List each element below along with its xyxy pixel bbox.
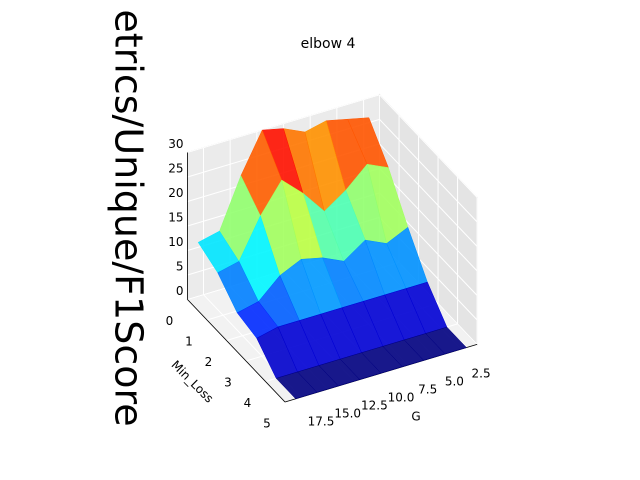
y-tick-label: 2 <box>205 355 213 369</box>
x-tick-label: 2.5 <box>472 367 491 381</box>
z-tick-label: 20 <box>168 186 183 200</box>
x-tick-label: 7.5 <box>418 383 437 397</box>
grid-line <box>379 168 478 272</box>
grid-line <box>379 119 478 223</box>
grid-line <box>187 94 380 153</box>
z-tick-label: 15 <box>168 211 183 225</box>
y-tick-label: 0 <box>166 314 174 328</box>
axis-line <box>187 299 286 403</box>
z-axis-label: etrics/Unique/F1Score <box>107 9 151 426</box>
x-axis-label: G <box>411 410 420 424</box>
y-tick-label: 4 <box>244 396 252 410</box>
x-tick-label: 12.5 <box>361 399 388 413</box>
z-tick-label: 10 <box>168 235 183 249</box>
y-tick-label: 1 <box>185 335 193 349</box>
y-tick-label: 3 <box>224 376 232 390</box>
y-tick-label: 5 <box>263 417 271 431</box>
x-tick-label: 15.0 <box>334 407 361 421</box>
x-tick-label: 10.0 <box>388 391 415 405</box>
surface-patch <box>275 371 318 400</box>
x-tick-label: 17.5 <box>308 415 335 429</box>
z-tick-label: 5 <box>176 260 184 274</box>
z-tick-label: 30 <box>168 137 183 151</box>
grid-line <box>379 143 478 247</box>
z-tick-label: 25 <box>168 162 183 176</box>
x-tick-label: 5.0 <box>445 375 464 389</box>
chart-title: elbow 4 <box>301 36 356 52</box>
grid-line <box>379 94 478 198</box>
z-tick-label: 0 <box>176 284 184 298</box>
